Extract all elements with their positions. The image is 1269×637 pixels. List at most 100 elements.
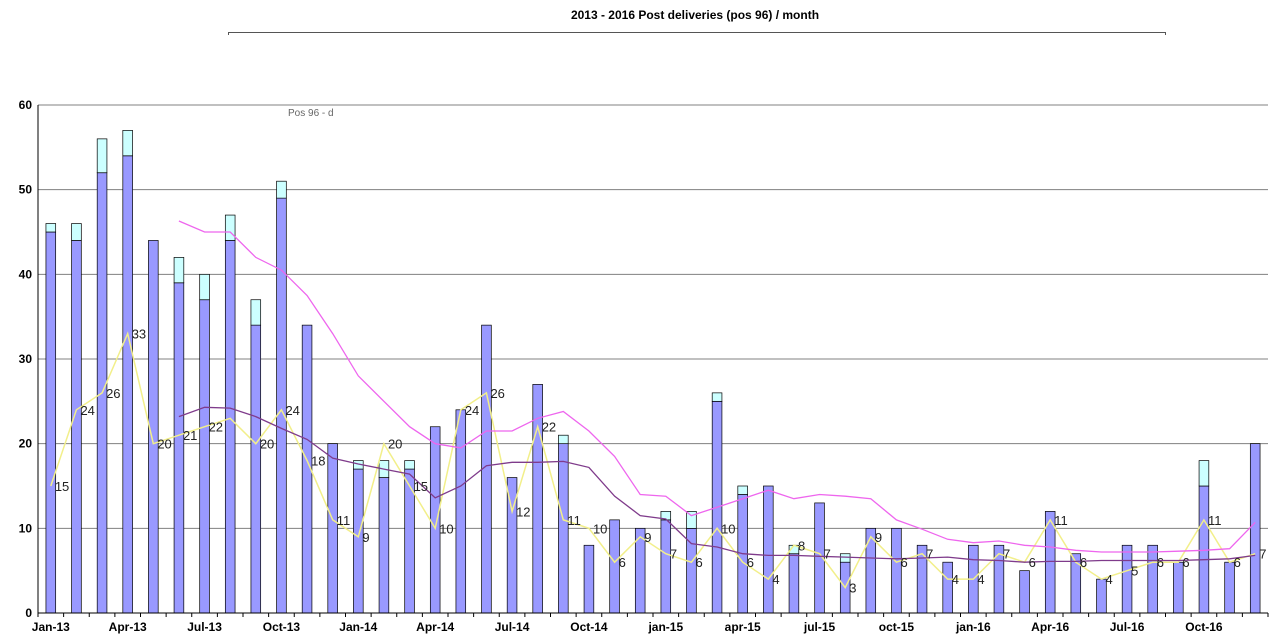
y-tick-label: 40 — [19, 267, 33, 281]
data-label: 18 — [311, 454, 325, 469]
data-label: 5 — [1131, 564, 1138, 579]
data-label: 11 — [1054, 513, 1068, 528]
bar — [199, 299, 210, 614]
bar — [583, 544, 595, 614]
bar-top — [250, 299, 262, 326]
bar — [788, 553, 800, 614]
data-label: 10 — [593, 521, 607, 536]
bar-top — [122, 130, 133, 157]
x-tick-label: Oct-16 — [1185, 620, 1223, 634]
bar — [455, 409, 467, 614]
x-tick-label: Jul-14 — [495, 620, 530, 634]
bar — [660, 519, 672, 614]
bar — [429, 426, 441, 614]
data-label: 22 — [209, 420, 223, 435]
data-label: 15 — [414, 479, 428, 494]
bar — [173, 282, 185, 614]
data-label: 4 — [952, 572, 959, 587]
data-label: 20 — [260, 437, 274, 452]
gridlines — [38, 104, 1268, 529]
data-label: 26 — [490, 386, 504, 401]
y-tick-label: 60 — [19, 98, 33, 112]
bar — [1019, 570, 1030, 614]
bar-top — [96, 138, 108, 174]
bar-top — [737, 485, 748, 495]
data-label: 21 — [183, 428, 197, 443]
magenta-line — [178, 220, 1256, 553]
data-label: 33 — [132, 327, 146, 342]
bar-top — [45, 223, 57, 233]
data-label: 12 — [516, 504, 530, 519]
x-tick-label: Apr-14 — [416, 620, 454, 634]
data-label: 9 — [644, 530, 651, 545]
data-labels: 15 24 26 33 20 21 22 20 24 18 11 9 20 15 10 24 26 12 22 11 1… — [55, 327, 1267, 596]
x-tick-label: jan-16 — [955, 620, 991, 634]
title-rule — [228, 32, 1166, 35]
data-label: 20 — [157, 437, 171, 452]
x-tick-label: Jan-14 — [339, 620, 377, 634]
data-label: 4 — [1105, 572, 1112, 587]
y-tick-label: 20 — [19, 437, 33, 451]
bar — [1121, 544, 1133, 614]
bar-top — [558, 434, 569, 445]
chart-title: 2013 - 2016 Post deliveries (pos 96) / m… — [570, 8, 820, 22]
data-label: 4 — [977, 572, 984, 587]
bar-top — [1198, 460, 1210, 487]
bar — [558, 443, 569, 614]
bar — [378, 477, 390, 614]
bar — [71, 240, 82, 614]
bar-top — [276, 180, 287, 199]
data-label: 9 — [362, 530, 369, 545]
bar-top — [686, 511, 697, 529]
bar — [45, 231, 57, 614]
data-label: 10 — [439, 521, 453, 536]
bar — [327, 443, 338, 614]
data-label: 6 — [695, 555, 702, 570]
bar-top — [404, 460, 415, 470]
x-tick-label: apr-15 — [725, 620, 761, 634]
data-label: 6 — [747, 555, 754, 570]
bar — [942, 561, 953, 614]
bar — [250, 324, 262, 614]
y-tick-label: 50 — [19, 183, 33, 197]
legend-fragment: Pos 96 - d — [288, 108, 334, 119]
y-tick-label: 30 — [19, 352, 33, 366]
data-label: 6 — [1182, 555, 1189, 570]
data-label: 24 — [285, 403, 299, 418]
y-tick-label: 10 — [19, 521, 33, 535]
bar — [763, 485, 774, 614]
data-label: 6 — [1080, 555, 1087, 570]
data-label: 6 — [900, 555, 907, 570]
x-tick-label: jul-15 — [803, 620, 836, 634]
data-label: 9 — [875, 530, 882, 545]
axes: 0 10 20 30 40 50 60 Jan-13 Apr-13 Jul-13 Oct-13 Jan… — [19, 98, 1269, 634]
bars — [45, 130, 1261, 614]
x-tick-label: oct-15 — [879, 620, 915, 634]
yellow-line — [50, 331, 1256, 590]
data-label: 7 — [1003, 547, 1010, 562]
data-label: 24 — [465, 403, 479, 418]
bar-top — [711, 392, 723, 402]
bar-top — [199, 273, 210, 301]
bar-top — [839, 553, 851, 563]
data-label: 11 — [567, 513, 581, 528]
purple-line — [178, 406, 1256, 563]
data-label: 6 — [1157, 555, 1164, 570]
x-tick-label: Jul-13 — [187, 620, 222, 634]
data-label: 11 — [337, 513, 351, 528]
data-label: 7 — [670, 547, 677, 562]
bar-top — [71, 223, 82, 241]
x-tick-label: Oct-13 — [263, 620, 301, 634]
x-tick-label: jan-15 — [647, 620, 683, 634]
data-label: 26 — [106, 386, 120, 401]
data-label: 7 — [824, 547, 831, 562]
lines — [50, 220, 1256, 590]
x-tick-label: Apr-13 — [109, 620, 147, 634]
bar — [224, 240, 236, 614]
data-label: 6 — [1029, 555, 1036, 570]
data-label: 11 — [1208, 513, 1222, 528]
bar — [891, 527, 902, 614]
data-label: 15 — [55, 479, 69, 494]
data-label: 6 — [1234, 555, 1241, 570]
